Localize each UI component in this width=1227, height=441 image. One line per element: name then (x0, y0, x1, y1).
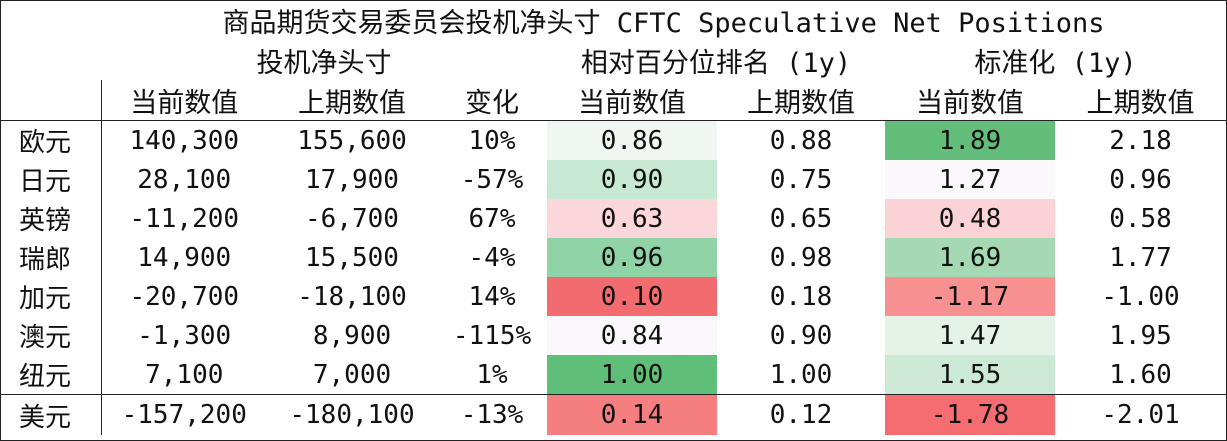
std-previous-value: 1.60 (1109, 359, 1172, 390)
rank-current-value: 0.84 (547, 316, 717, 355)
header-net-previous: 上期数值 (267, 80, 437, 121)
rank-current-value: 0.90 (547, 160, 717, 199)
table-row: 瑞郎 14,900 15,500 -4% 0.96 0.98 1.69 1.77 (1, 238, 1226, 277)
currency-name: 英镑 (1, 199, 102, 238)
std-previous-value: 2.18 (1109, 125, 1172, 156)
title-row: 商品期货交易委员会投机净头寸 CFTC Speculative Net Posi… (1, 1, 1226, 40)
std-current-value: -1.78 (885, 394, 1055, 435)
net-current-value: 28,100 (137, 164, 232, 195)
net-current-value: 140,300 (129, 125, 240, 156)
table-title: 商品期货交易委员会投机净头寸 CFTC Speculative Net Posi… (222, 8, 1105, 39)
table-row: 加元 -20,700 -18,100 14% 0.10 0.18 -1.17 -… (1, 277, 1226, 316)
header-net-current: 当前数值 (101, 80, 267, 121)
corner-cell (1, 80, 102, 121)
net-current-value: -11,200 (129, 203, 240, 234)
currency-name: 美元 (1, 394, 102, 435)
corner-cell (1, 1, 101, 40)
group-header-row: 投机净头寸 相对百分位排名 (1y) 标准化 (1y) (1, 40, 1226, 80)
net-change-value: -4% (468, 242, 516, 273)
rank-previous-value: 0.90 (769, 320, 833, 351)
net-previous-value: -18,100 (297, 281, 407, 312)
header-rank-current: 当前数值 (547, 80, 717, 121)
net-previous-value: 17,900 (305, 164, 399, 195)
net-previous-value: 7,000 (312, 359, 392, 390)
rank-current-value: 0.10 (547, 277, 717, 316)
table-row: 澳元 -1,300 8,900 -115% 0.84 0.90 1.47 1.9… (1, 316, 1226, 355)
currency-name: 纽元 (1, 355, 102, 395)
net-current-value: 7,100 (145, 359, 224, 390)
net-previous-value: -6,700 (305, 203, 399, 234)
rank-previous-value: 0.98 (769, 242, 833, 273)
rank-previous-value: 0.12 (717, 394, 885, 435)
corner-cell (1, 40, 101, 80)
net-change-value: -13% (437, 394, 547, 435)
table-row: 日元 28,100 17,900 -57% 0.90 0.75 1.27 0.9… (1, 160, 1226, 199)
rank-previous-value: 0.65 (769, 203, 833, 234)
group-header-net-positions: 投机净头寸 (256, 47, 392, 79)
net-change-value: 14% (468, 281, 516, 312)
currency-name: 澳元 (1, 316, 102, 355)
rank-current-value: 0.63 (547, 199, 717, 238)
std-current-value: -1.17 (885, 277, 1055, 316)
net-change-value: 67% (468, 203, 516, 234)
rank-previous-value: 1.00 (769, 359, 833, 390)
header-std-previous: 上期数值 (1055, 80, 1227, 121)
currency-name: 欧元 (1, 120, 102, 160)
std-previous-value: 1.95 (1109, 320, 1172, 351)
header-net-change: 变化 (437, 80, 547, 121)
group-header-standardized: 标准化 (1y) (974, 47, 1137, 79)
net-current-value: -157,200 (101, 394, 267, 435)
net-previous-value: 155,600 (297, 125, 407, 156)
group-header-percentile-rank: 相对百分位排名 (1y) (580, 47, 852, 79)
net-previous-value: -180,100 (267, 394, 437, 435)
net-change-value: -57% (460, 164, 524, 195)
std-previous-value: 1.77 (1109, 242, 1172, 273)
net-previous-value: 8,900 (312, 320, 392, 351)
std-current-value: 1.47 (885, 316, 1055, 355)
table-row-usd: 美元 -157,200 -180,100 -13% 0.14 0.12 -1.7… (1, 394, 1227, 435)
rank-current-value: 1.00 (547, 355, 717, 395)
sub-header-row: 当前数值 上期数值 变化 当前数值 上期数值 当前数值 上期数值 (1, 80, 1227, 121)
std-previous-value: -2.01 (1055, 394, 1227, 435)
currency-name: 瑞郎 (1, 238, 102, 277)
net-current-value: 14,900 (137, 242, 232, 273)
net-current-value: -1,300 (137, 320, 232, 351)
net-change-value: 10% (468, 125, 516, 156)
net-change-value: 1% (476, 359, 508, 390)
rank-previous-value: 0.75 (769, 164, 833, 195)
net-current-value: -20,700 (129, 281, 240, 312)
header-std-current: 当前数值 (885, 80, 1055, 121)
std-current-value: 1.55 (885, 355, 1055, 395)
std-current-value: 1.27 (885, 160, 1055, 199)
std-previous-value: 0.96 (1109, 164, 1172, 195)
rank-current-value: 0.96 (547, 238, 717, 277)
std-current-value: 1.69 (885, 238, 1055, 277)
table-row: 纽元 7,100 7,000 1% 1.00 1.00 1.55 1.60 (1, 355, 1226, 395)
rank-previous-value: 0.18 (769, 281, 833, 312)
table-row: 欧元 140,300 155,600 10% 0.86 0.88 1.89 2.… (1, 120, 1226, 160)
net-previous-value: 15,500 (305, 242, 399, 273)
net-change-value: -115% (452, 320, 532, 351)
std-previous-value: -1.00 (1101, 281, 1180, 312)
std-current-value: 0.48 (885, 199, 1055, 238)
rank-current-value: 0.14 (547, 394, 717, 435)
std-previous-value: 0.58 (1109, 203, 1172, 234)
currency-name: 日元 (1, 160, 102, 199)
header-rank-previous: 上期数值 (717, 80, 885, 121)
table-row: 英镑 -11,200 -6,700 67% 0.63 0.65 0.48 0.5… (1, 199, 1226, 238)
rank-current-value: 0.86 (547, 120, 717, 160)
std-current-value: 1.89 (885, 120, 1055, 160)
currency-name: 加元 (1, 277, 102, 316)
rank-previous-value: 0.88 (769, 125, 833, 156)
